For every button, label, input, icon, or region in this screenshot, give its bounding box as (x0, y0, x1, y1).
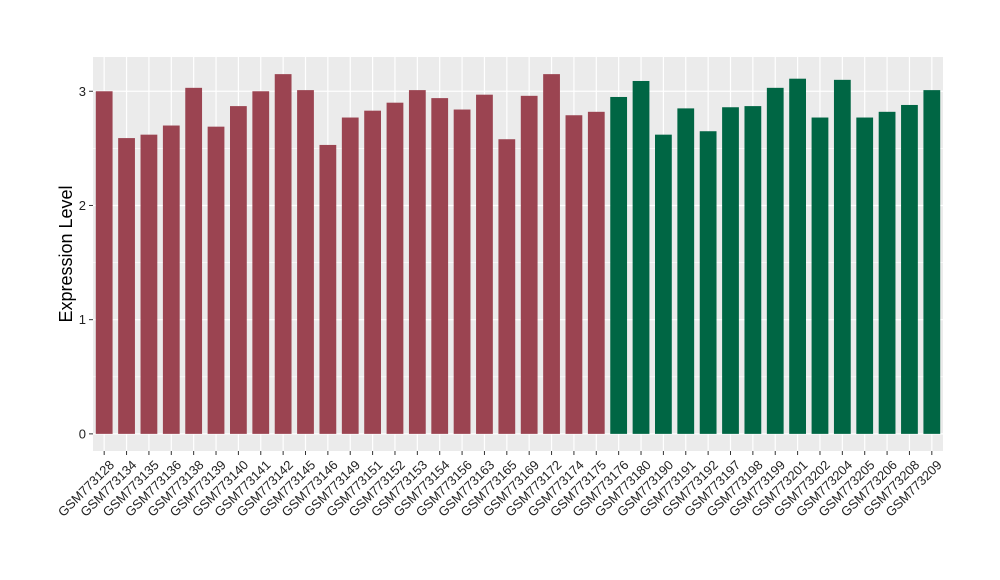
y-axis-title: Expression Level (56, 185, 76, 322)
bar-GSM773156 (453, 109, 471, 434)
bar-GSM773192 (699, 131, 717, 434)
bar-GSM773138 (185, 87, 203, 434)
y-axis: 0 1 2 3 (79, 84, 93, 441)
bar-GSM773169 (520, 95, 538, 434)
y-tick-label: 0 (79, 426, 86, 441)
bar-GSM773149 (341, 117, 359, 434)
bars (95, 74, 941, 434)
bar-GSM773146 (319, 144, 337, 434)
y-tick-label: 1 (79, 312, 86, 327)
bar-GSM773198 (744, 106, 762, 434)
bar-GSM773154 (431, 98, 449, 434)
y-tick-label: 3 (79, 84, 86, 99)
bar-GSM773180 (632, 80, 650, 434)
bar-GSM773142 (274, 74, 292, 434)
bar-GSM773134 (118, 138, 135, 434)
bar-GSM773172 (543, 74, 560, 434)
bar-GSM773153 (408, 90, 426, 434)
bar-GSM773204 (833, 79, 851, 434)
bar-GSM773197 (722, 107, 739, 434)
bar-GSM773176 (610, 96, 628, 434)
bar-GSM773145 (297, 90, 314, 434)
bar-GSM773163 (476, 94, 493, 434)
bar-GSM773151 (364, 110, 381, 434)
bar-GSM773202 (811, 117, 829, 434)
bar-GSM773141 (252, 91, 270, 434)
bar-GSM773206 (878, 111, 896, 434)
bar-GSM773191 (677, 108, 695, 434)
bar-GSM773152 (386, 102, 404, 434)
bar-GSM773165 (498, 139, 516, 434)
y-tick-label: 2 (79, 198, 86, 213)
bar-GSM773135 (140, 134, 158, 434)
bar-GSM773201 (789, 78, 806, 434)
bar-GSM773208 (901, 104, 918, 434)
bar-GSM773190 (655, 134, 672, 434)
bar-GSM773139 (207, 126, 225, 434)
bar-GSM773205 (856, 117, 874, 434)
bar-GSM773175 (587, 111, 605, 434)
bar-GSM773209 (923, 90, 941, 434)
bar-GSM773199 (766, 87, 784, 434)
bar-GSM773128 (95, 91, 113, 434)
bar-GSM773136 (162, 125, 180, 434)
x-axis: GSM773128GSM773134GSM773135GSM773136GSM7… (55, 451, 945, 520)
bar-GSM773140 (230, 106, 247, 434)
bar-GSM773174 (565, 115, 583, 434)
